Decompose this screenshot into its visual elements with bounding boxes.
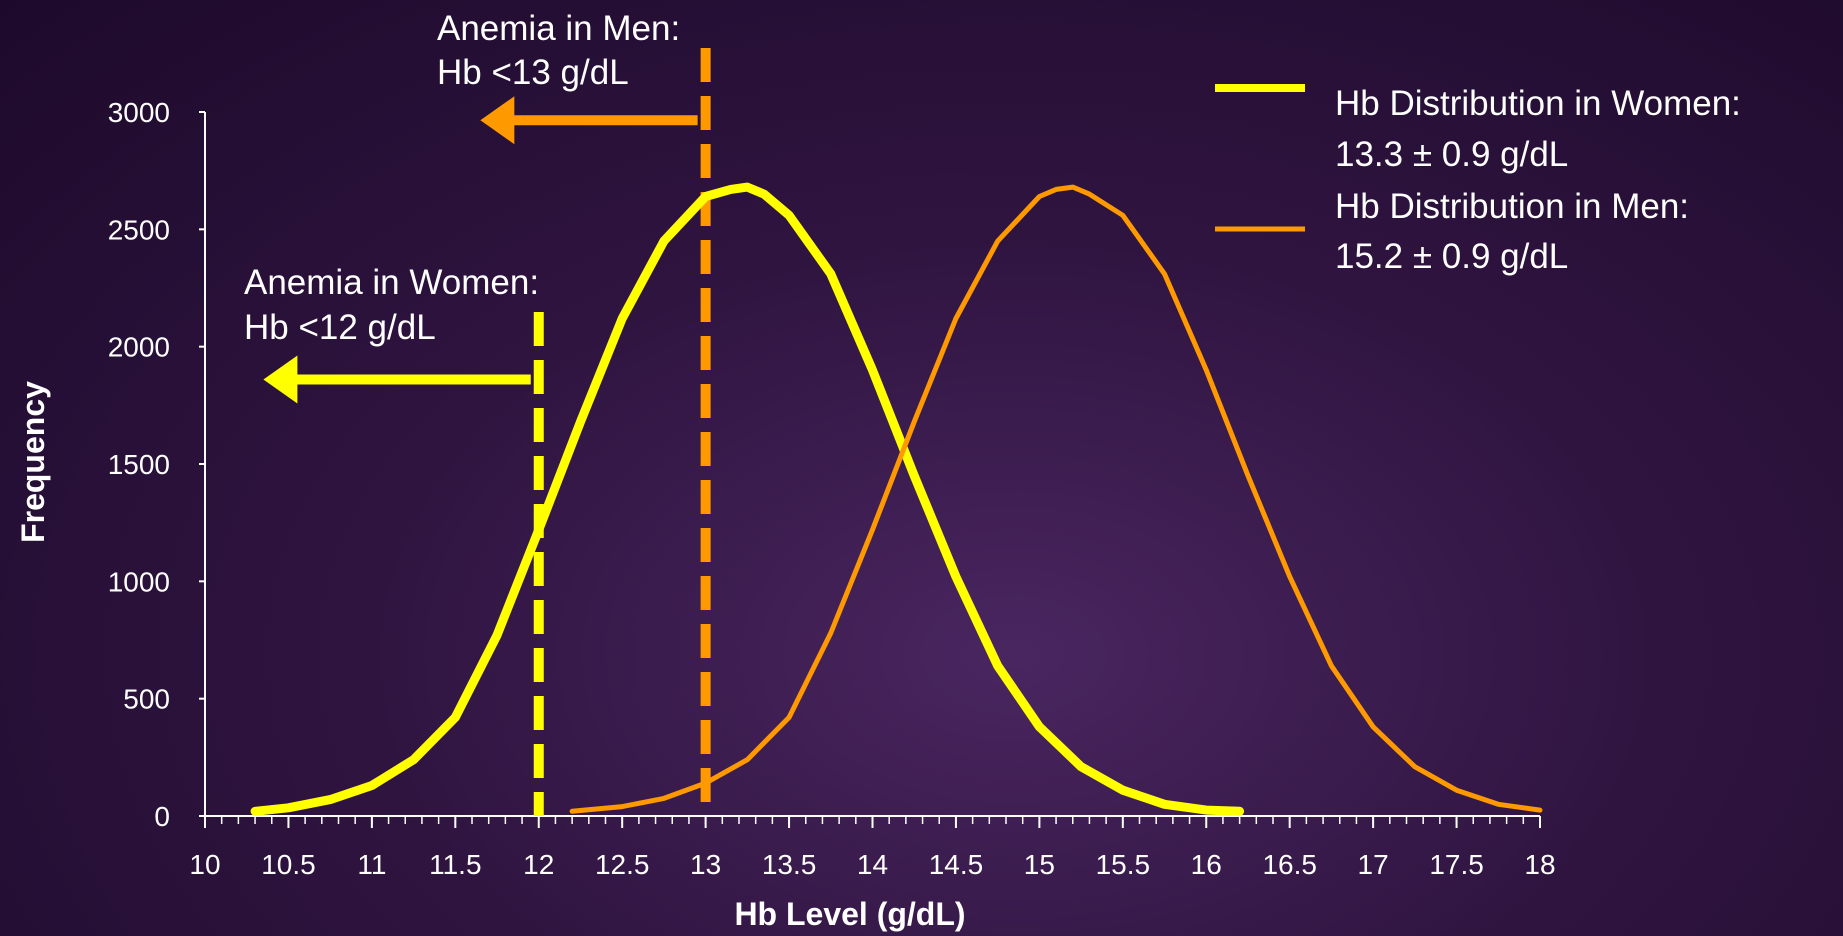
x-tick-label: 18 [1524, 849, 1555, 880]
threshold-arrow-head [480, 96, 515, 145]
women-threshold-label-line1: Anemia in Women: [244, 263, 539, 302]
x-ticks: 10 10.5 11 11.5 12 12.5 13 13.5 14 14.5 15 15.5 16 16… [189, 816, 1556, 880]
x-tick-label: 17 [1358, 849, 1389, 880]
x-tick-label: 16 [1191, 849, 1222, 880]
legend-detail-women: 13.3 ± 0.9 g/dL [1335, 135, 1568, 174]
legend-label-women: Hb Distribution in Women: [1335, 84, 1741, 123]
y-tick-label: 2000 [108, 332, 170, 363]
x-tick-label: 12 [523, 849, 554, 880]
x-tick-label: 10 [189, 849, 220, 880]
men-distribution-line [569, 184, 1543, 814]
x-tick-label: 13.5 [762, 849, 817, 880]
y-tick-label: 500 [123, 684, 170, 715]
legend-detail-men: 15.2 ± 0.9 g/dL [1335, 237, 1568, 276]
x-tick-label: 15 [1024, 849, 1055, 880]
x-tick-label: 11.5 [429, 849, 481, 880]
anemia-thresholds [263, 48, 711, 816]
men-threshold-label-line1: Anemia in Men: [437, 9, 680, 48]
x-tick-label: 16.5 [1262, 849, 1317, 880]
y-tick-label: 1500 [108, 449, 170, 480]
y-tick-label: 0 [154, 801, 170, 832]
x-tick-label: 14.5 [929, 849, 984, 880]
legend-label-men: Hb Distribution in Men: [1335, 187, 1689, 226]
y-tick-label: 3000 [108, 97, 170, 128]
y-tick-label: 2500 [108, 214, 170, 245]
y-tick-label: 1000 [108, 566, 170, 597]
distribution-curves [250, 182, 1543, 816]
x-tick-label: 15.5 [1096, 849, 1151, 880]
threshold-arrow-head [263, 355, 298, 404]
y-axis-title: Frequency [15, 381, 51, 543]
x-axis-title: Hb Level (g/dL) [734, 896, 965, 932]
women-distribution-line [250, 182, 1245, 816]
women-threshold-label-line2: Hb <12 g/dL [244, 308, 436, 347]
x-tick-label: 11 [357, 849, 386, 880]
x-tick-label: 17.5 [1429, 849, 1484, 880]
x-tick-label: 12.5 [595, 849, 650, 880]
x-tick-label: 13 [690, 849, 721, 880]
y-ticks: 0 500 1000 1500 2000 2500 3000 [108, 97, 205, 832]
x-tick-label: 14 [857, 849, 888, 880]
x-tick-label: 10.5 [261, 849, 316, 880]
men-threshold-label-line2: Hb <13 g/dL [437, 53, 629, 92]
